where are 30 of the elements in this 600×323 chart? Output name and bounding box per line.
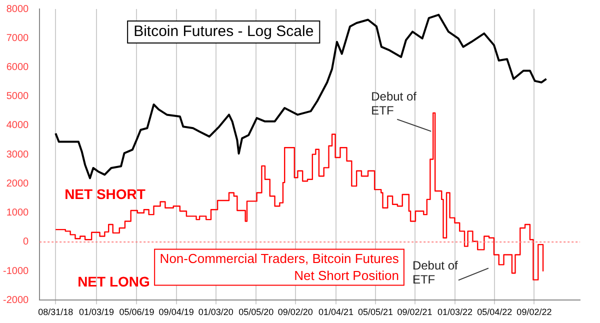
text: Non-Commercial Traders, Bitcoin Futures Net Short Position <box>160 250 400 283</box>
y-tick-label: 6000 <box>6 62 30 73</box>
y-tick-label: -1000 <box>3 266 30 277</box>
x-tick-label: 01/04/21 <box>318 307 354 318</box>
x-tick-label: 01/03/20 <box>198 307 234 318</box>
y-tick-label: 0 <box>23 236 30 248</box>
y-tick-label: 3000 <box>6 149 30 160</box>
y-tick-label: 4000 <box>6 120 30 132</box>
x-tick-label: 09/02/20 <box>278 307 313 318</box>
x-tick-label: 09/04/19 <box>158 307 194 318</box>
y-tick-label: 2000 <box>6 178 30 190</box>
x-tick-label: 05/06/19 <box>119 307 154 318</box>
x-tick-label: 08/31/18 <box>38 307 74 318</box>
x-tick-label: 01/03/19 <box>78 307 114 318</box>
x-tick-label: 05/05/21 <box>358 307 394 318</box>
x-tick-label: 05/04/22 <box>477 307 512 318</box>
x-tick-label: 09/02/22 <box>516 307 552 318</box>
y-tick-label: 5000 <box>6 91 30 102</box>
y-tick-label: -2000 <box>3 294 30 306</box>
annotation: Debut of ETF <box>412 258 458 287</box>
x-tick-label: 01/03/22 <box>438 307 473 318</box>
annotation: NET LONG <box>78 274 150 290</box>
y-tick-label: 1000 <box>6 208 30 219</box>
y-tick-label: 8000 <box>6 4 30 15</box>
annotation: NET SHORT <box>64 186 146 202</box>
text: Bitcoin Futures - Log Scale <box>134 23 314 40</box>
x-tick-label: 05/05/20 <box>238 307 274 318</box>
annotation: Debut of ETF <box>371 90 418 118</box>
x-tick-label: 09/02/21 <box>397 307 432 318</box>
y-tick-label: 7000 <box>6 32 30 44</box>
